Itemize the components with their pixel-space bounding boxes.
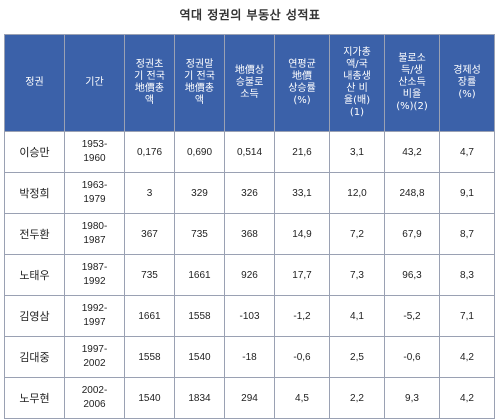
cell-value: 17,7: [274, 254, 330, 296]
cell-value: 926: [224, 254, 275, 296]
cell-value: 0,176: [124, 131, 175, 173]
cell-value: 8,3: [439, 254, 495, 296]
table-row: 이승만 1953- 1960 0,176 0,690 0,514 21,6 3,…: [4, 131, 495, 173]
cell-value: 96,3: [384, 254, 440, 296]
cell-value: 735: [174, 213, 225, 255]
cell-value: 9,3: [384, 377, 440, 419]
cell-regime: 전두환: [4, 213, 65, 255]
cell-value: 43,2: [384, 131, 440, 173]
cell-regime: 김대중: [4, 336, 65, 378]
table-row: 박정희 1963- 1979 3 329 326 33,1 12,0 248,8…: [4, 172, 495, 214]
cell-value: 4,2: [439, 336, 495, 378]
cell-regime: 이승만: [4, 131, 65, 173]
header-growth-rate: 경제성 장률 (%): [439, 34, 495, 132]
cell-value: 4,7: [439, 131, 495, 173]
cell-value: 367: [124, 213, 175, 255]
header-final-land-value: 정권말 기 전국 地價총 액: [174, 34, 225, 132]
cell-value: -1,2: [274, 295, 330, 337]
cell-value: 1558: [124, 336, 175, 378]
header-initial-land-value: 정권초 기 전국 地價총 액: [124, 34, 175, 132]
cell-value: 12,0: [329, 172, 385, 214]
header-annual-rise-rate: 연평균 地價 상승률 (%): [274, 34, 330, 132]
cell-value: 1540: [124, 377, 175, 419]
cell-value: -0,6: [274, 336, 330, 378]
table-row: 노무현 2002- 2006 1540 1834 294 4,5 2,2 9,3…: [4, 377, 495, 419]
table-row: 김대중 1997- 2002 1558 1540 -18 -0,6 2,5 -0…: [4, 336, 495, 378]
cell-value: 294: [224, 377, 275, 419]
cell-value: 9,1: [439, 172, 495, 214]
cell-value: 326: [224, 172, 275, 214]
cell-regime: 노태우: [4, 254, 65, 296]
cell-value: -103: [224, 295, 275, 337]
real-estate-table: 정권 기간 정권초 기 전국 地價총 액 정권말 기 전국 地價총 액 地價상 …: [4, 34, 495, 419]
header-regime: 정권: [4, 34, 65, 132]
header-period: 기간: [64, 34, 125, 132]
cell-regime: 노무현: [4, 377, 65, 419]
table-row: 전두환 1980- 1987 367 735 368 14,9 7,2 67,9…: [4, 213, 495, 255]
cell-value: 3: [124, 172, 175, 214]
header-land-gdp-ratio: 지가총 액/국 내총생 산 비 율(배) (1): [329, 34, 385, 132]
cell-value: 4,5: [274, 377, 330, 419]
cell-period: 1953- 1960: [64, 131, 125, 173]
cell-value: 4,1: [329, 295, 385, 337]
cell-value: 329: [174, 172, 225, 214]
cell-regime: 김영삼: [4, 295, 65, 337]
cell-value: 2,2: [329, 377, 385, 419]
page-title: 역대 정권의 부동산 성적표: [179, 8, 321, 22]
cell-value: 21,6: [274, 131, 330, 173]
cell-period: 1987- 1992: [64, 254, 125, 296]
cell-value: 1834: [174, 377, 225, 419]
table-row: 노태우 1987- 1992 735 1661 926 17,7 7,3 96,…: [4, 254, 495, 296]
cell-value: 4,2: [439, 377, 495, 419]
cell-value: 14,9: [274, 213, 330, 255]
cell-value: -0,6: [384, 336, 440, 378]
cell-period: 1992- 1997: [64, 295, 125, 337]
cell-period: 1980- 1987: [64, 213, 125, 255]
cell-value: 368: [224, 213, 275, 255]
cell-value: 248,8: [384, 172, 440, 214]
cell-value: 1661: [124, 295, 175, 337]
cell-value: 1540: [174, 336, 225, 378]
cell-value: 1558: [174, 295, 225, 337]
table-row: 김영삼 1992- 1997 1661 1558 -103 -1,2 4,1 -…: [4, 295, 495, 337]
cell-value: 67,9: [384, 213, 440, 255]
cell-period: 1997- 2002: [64, 336, 125, 378]
cell-value: 3,1: [329, 131, 385, 173]
header-unearned-production-ratio: 불로소 득/생 산소득 비율 (%)(2): [384, 34, 440, 132]
cell-value: 1661: [174, 254, 225, 296]
cell-value: 7,2: [329, 213, 385, 255]
cell-period: 2002- 2006: [64, 377, 125, 419]
cell-value: 7,1: [439, 295, 495, 337]
table-header-row: 정권 기간 정권초 기 전국 地價총 액 정권말 기 전국 地價총 액 地價상 …: [4, 34, 495, 132]
cell-value: 735: [124, 254, 175, 296]
cell-value: 0,690: [174, 131, 225, 173]
cell-value: 0,514: [224, 131, 275, 173]
cell-value: 2,5: [329, 336, 385, 378]
header-unearned-income: 地價상 승불로 소득: [224, 34, 275, 132]
cell-regime: 박정희: [4, 172, 65, 214]
cell-period: 1963- 1979: [64, 172, 125, 214]
cell-value: 7,3: [329, 254, 385, 296]
cell-value: 8,7: [439, 213, 495, 255]
cell-value: -18: [224, 336, 275, 378]
cell-value: -5,2: [384, 295, 440, 337]
cell-value: 33,1: [274, 172, 330, 214]
